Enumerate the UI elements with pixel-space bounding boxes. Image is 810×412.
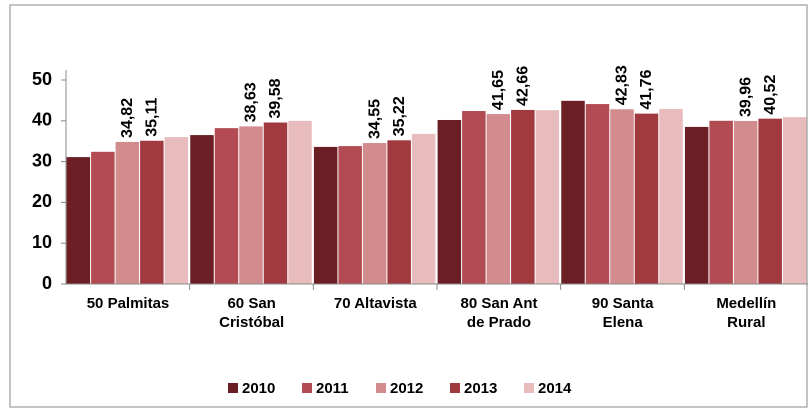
legend-label: 2012 bbox=[390, 380, 423, 397]
bar bbox=[362, 143, 387, 284]
data-label: 38,63 bbox=[243, 82, 260, 122]
bar bbox=[486, 114, 511, 285]
bar bbox=[709, 120, 733, 284]
bar bbox=[239, 126, 263, 284]
bar bbox=[338, 146, 362, 284]
x-tick-label: Medellín Rural bbox=[716, 295, 777, 331]
y-tick-label: 50 bbox=[32, 69, 52, 89]
bar bbox=[140, 140, 164, 284]
data-label: 42,66 bbox=[515, 66, 532, 106]
data-label: 39,58 bbox=[267, 78, 284, 118]
x-tick-label: 60 San Cristóbal bbox=[219, 295, 285, 331]
bar bbox=[659, 108, 683, 284]
bar bbox=[535, 110, 560, 284]
bar bbox=[214, 128, 239, 284]
bar bbox=[437, 119, 462, 284]
bar bbox=[585, 104, 610, 285]
y-tick-label: 10 bbox=[32, 232, 52, 252]
bar bbox=[634, 113, 659, 284]
bar bbox=[66, 157, 91, 284]
legend-swatch bbox=[376, 383, 386, 393]
data-label: 40,52 bbox=[762, 75, 779, 115]
bar bbox=[164, 137, 189, 284]
bar bbox=[190, 135, 214, 284]
bar bbox=[387, 140, 411, 284]
data-label: 39,96 bbox=[737, 77, 754, 117]
y-tick-label: 40 bbox=[32, 110, 52, 130]
data-label: 35,11 bbox=[144, 97, 161, 136]
x-tick-label: 50 Palmitas bbox=[86, 295, 170, 312]
data-label: 41,76 bbox=[638, 69, 655, 109]
y-tick-label: 30 bbox=[32, 150, 52, 170]
data-label: 34,82 bbox=[119, 98, 136, 138]
bar bbox=[511, 109, 535, 284]
bar bbox=[288, 120, 312, 284]
legend-swatch bbox=[450, 383, 460, 393]
data-label: 35,22 bbox=[391, 96, 408, 136]
bar bbox=[733, 120, 758, 285]
bar bbox=[462, 111, 486, 285]
data-label: 42,83 bbox=[614, 65, 631, 105]
data-label: 41,65 bbox=[490, 70, 507, 110]
bar bbox=[263, 122, 288, 284]
bar bbox=[561, 100, 585, 284]
bar bbox=[684, 126, 709, 284]
bar bbox=[411, 133, 436, 284]
legend-label: 2014 bbox=[538, 380, 572, 397]
bar bbox=[91, 151, 115, 284]
bar bbox=[313, 146, 338, 284]
chart-border bbox=[9, 4, 808, 408]
legend-swatch bbox=[228, 383, 238, 393]
bar bbox=[782, 117, 807, 285]
bar bbox=[610, 109, 634, 284]
x-tick-label: 80 San Ant de Prado bbox=[460, 295, 538, 331]
legend-swatch bbox=[302, 383, 312, 393]
bar bbox=[758, 118, 782, 284]
bar bbox=[115, 141, 140, 284]
legend-label: 2010 bbox=[242, 380, 275, 397]
data-label: 34,55 bbox=[366, 99, 383, 139]
y-tick-label: 0 bbox=[42, 273, 52, 293]
x-tick-label: 90 Santa Elena bbox=[591, 295, 654, 331]
legend-swatch bbox=[524, 383, 534, 393]
legend-label: 2013 bbox=[464, 380, 497, 397]
y-tick-label: 20 bbox=[32, 191, 52, 211]
x-tick-label: 70 Altavista bbox=[333, 295, 417, 312]
legend-label: 2011 bbox=[316, 380, 349, 397]
